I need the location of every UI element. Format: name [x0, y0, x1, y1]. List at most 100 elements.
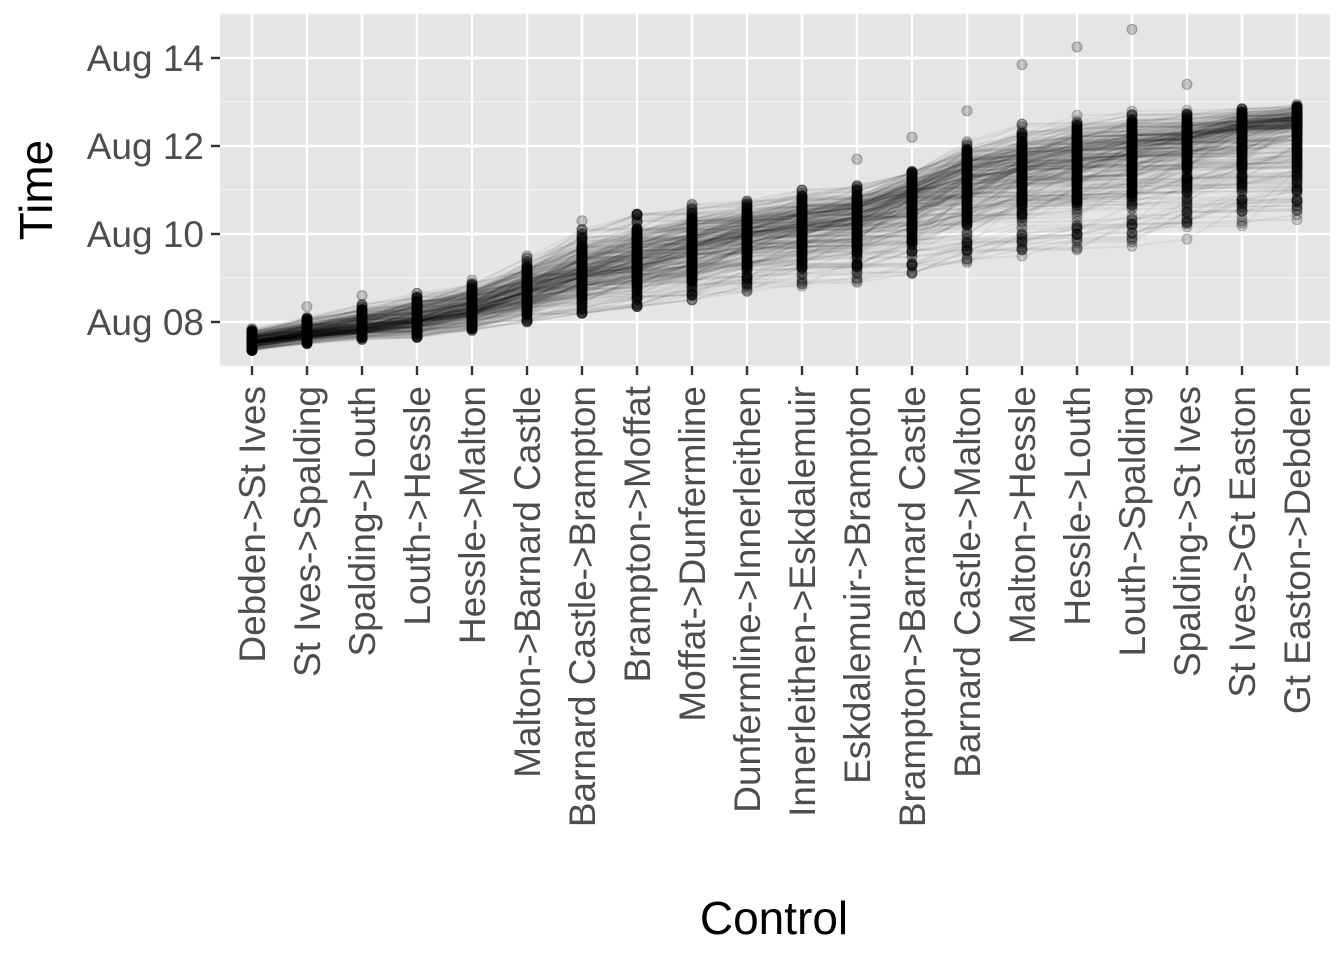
control-point [906, 246, 918, 257]
runner-trace [251, 124, 1298, 344]
control-point [851, 200, 863, 212]
control-point [906, 174, 918, 186]
runner-trace [251, 113, 1298, 334]
control-point [301, 326, 313, 338]
control-point [576, 283, 588, 295]
control-point [796, 190, 808, 202]
runner-trace [251, 176, 1298, 345]
control-point [1071, 173, 1083, 185]
control-point [1071, 135, 1083, 146]
runner-trace [251, 119, 1298, 341]
control-point [1071, 142, 1083, 154]
runner-trace [251, 107, 1298, 333]
control-point [356, 320, 368, 332]
runner-trace [251, 119, 1298, 341]
control-point [1181, 213, 1193, 224]
control-point [851, 252, 863, 264]
control-point [411, 292, 423, 303]
runner-trace [251, 188, 1298, 348]
runner-trace [251, 126, 1298, 344]
runner-trace [251, 204, 1298, 352]
runner-trace [251, 111, 1298, 335]
runner-trace [251, 127, 1298, 343]
control-point [466, 305, 478, 317]
control-point [1016, 209, 1028, 221]
runner-trace [251, 127, 1298, 343]
runner-trace [251, 107, 1298, 336]
control-point [741, 229, 753, 241]
runner-trace [251, 201, 1298, 350]
control-point [1236, 171, 1248, 183]
runner-trace [251, 158, 1298, 349]
control-point [1126, 144, 1138, 156]
control-point [1071, 122, 1083, 134]
control-point [466, 291, 478, 303]
control-point [741, 207, 753, 219]
control-point [741, 263, 753, 275]
runner-trace [251, 151, 1298, 348]
runner-trace [251, 139, 1298, 346]
control-point [631, 269, 643, 281]
control-point [521, 264, 533, 276]
control-point [796, 226, 808, 238]
runner-trace [251, 122, 1298, 344]
runner-trace [251, 113, 1298, 337]
control-point [906, 181, 918, 193]
runner-trace [251, 123, 1298, 341]
control-point [1236, 137, 1248, 148]
control-point [961, 148, 973, 160]
runner-trace [251, 137, 1298, 342]
control-point [576, 241, 588, 253]
control-point [686, 204, 698, 215]
control-point [1126, 116, 1138, 128]
runner-trace [251, 177, 1298, 350]
control-point [631, 236, 643, 248]
runner-trace [251, 109, 1298, 334]
control-point [1126, 141, 1138, 153]
runner-trace [251, 117, 1298, 340]
control-point [1236, 121, 1248, 133]
runner-trace [251, 112, 1298, 339]
control-point [1236, 121, 1248, 133]
runner-trace [251, 116, 1298, 337]
runner-trace [251, 110, 1298, 337]
runner-trace [251, 207, 1298, 351]
runner-trace [251, 198, 1298, 348]
runner-trace [251, 120, 1298, 342]
runner-trace [251, 166, 1298, 348]
runner-trace [251, 173, 1298, 350]
control-point [246, 331, 258, 343]
runner-trace [251, 109, 1298, 336]
runner-trace [251, 129, 1298, 342]
control-point [521, 280, 533, 291]
runner-trace [251, 143, 1298, 346]
runner-trace [251, 117, 1298, 340]
control-point [1016, 233, 1028, 245]
runner-trace [251, 118, 1298, 339]
control-point [796, 205, 808, 217]
runner-trace [251, 161, 1298, 346]
control-point [1016, 132, 1028, 144]
runner-trace [251, 114, 1298, 341]
runner-trace [251, 116, 1298, 340]
control-point [411, 326, 423, 338]
control-point [1071, 154, 1083, 165]
runner-trace [251, 151, 1298, 347]
control-point [1291, 117, 1303, 129]
control-point [576, 240, 588, 252]
runner-trace [251, 110, 1298, 336]
control-point [1071, 206, 1083, 217]
control-point [466, 306, 478, 318]
runner-trace [251, 116, 1298, 343]
control-point [411, 315, 423, 327]
control-point [576, 280, 588, 292]
control-point [466, 298, 478, 310]
control-point [961, 173, 973, 184]
runner-trace [251, 139, 1298, 347]
control-point [1291, 214, 1303, 226]
runner-trace [251, 127, 1298, 343]
runner-trace [251, 124, 1298, 343]
runner-traces [251, 103, 1298, 352]
runner-trace [251, 106, 1298, 330]
runner-trace [251, 125, 1298, 343]
